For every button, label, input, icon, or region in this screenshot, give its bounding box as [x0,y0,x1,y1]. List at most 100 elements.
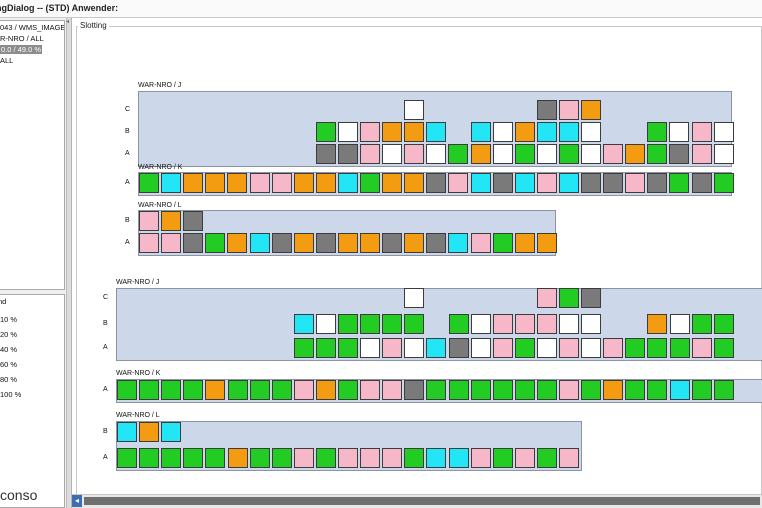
bin-cell[interactable] [382,448,403,468]
bin-cell[interactable] [205,173,226,193]
bin-cell[interactable] [448,314,469,334]
bin-cell[interactable] [536,233,557,253]
bin-cell[interactable] [492,173,513,193]
bin-cell[interactable] [625,144,646,164]
bin-cell[interactable] [669,380,690,400]
bin-cell[interactable] [139,233,159,253]
bin-cell[interactable] [470,380,491,400]
bin-cell[interactable] [559,448,579,468]
bin-cell[interactable] [360,122,380,142]
bin-cell[interactable] [713,314,734,334]
bin-cell[interactable] [448,448,469,468]
bin-cell[interactable] [691,122,712,142]
bin-cell[interactable] [337,122,358,142]
bin-cell[interactable] [404,314,425,334]
tree-item[interactable]: R-NRO / ALL [0,34,44,43]
horizontal-scrollbar[interactable]: ◂ [72,494,762,508]
bin-cell[interactable] [293,338,314,358]
bin-cell[interactable] [470,144,491,164]
bin-cell[interactable] [514,448,535,468]
bin-cell[interactable] [492,380,513,400]
bin-cell[interactable] [360,233,380,253]
bin-cell[interactable] [139,380,160,400]
bin-cell[interactable] [536,314,557,334]
bin-cell[interactable] [337,144,358,164]
bin-cell[interactable] [691,144,712,164]
bin-cell[interactable] [404,338,425,358]
bin-cell[interactable] [448,173,469,193]
bin-cell[interactable] [647,338,668,358]
bin-cell[interactable] [536,100,557,120]
bin-cell[interactable] [315,380,336,400]
bin-cell[interactable] [603,338,624,358]
bin-cell[interactable] [360,314,381,334]
bin-cell[interactable] [492,338,513,358]
bin-cell[interactable] [139,173,159,193]
bin-cell[interactable] [161,211,182,231]
bin-cell[interactable] [161,422,182,442]
bin-cell[interactable] [360,448,381,468]
bin-cell[interactable] [293,448,314,468]
bin-cell[interactable] [293,233,314,253]
bin-cell[interactable] [293,314,314,334]
bin-cell[interactable] [625,173,646,193]
bin-cell[interactable] [315,233,336,253]
bin-cell[interactable] [404,233,425,253]
bin-cell[interactable] [161,448,182,468]
bin-cell[interactable] [536,173,557,193]
bin-cell[interactable] [691,173,712,193]
bin-cell[interactable] [647,314,668,334]
bin-cell[interactable] [338,338,358,358]
bin-cell[interactable] [249,380,270,400]
bin-cell[interactable] [271,448,292,468]
bin-cell[interactable] [669,122,690,142]
bin-cell[interactable] [492,314,513,334]
bin-cell[interactable] [271,173,292,193]
bin-cell[interactable] [161,233,182,253]
scroll-left-icon[interactable]: ◂ [72,495,82,507]
bin-cell[interactable] [249,448,270,468]
bin-cell[interactable] [426,122,447,142]
bin-cell[interactable] [669,173,690,193]
bin-cell[interactable] [581,338,602,358]
bin-cell[interactable] [139,448,160,468]
bin-cell[interactable] [382,314,403,334]
bin-cell[interactable] [536,144,557,164]
bin-cell[interactable] [581,173,601,193]
bin-cell[interactable] [139,211,159,231]
bin-cell[interactable] [293,173,314,193]
bin-cell[interactable] [293,380,314,400]
bin-cell[interactable] [713,338,734,358]
bin-cell[interactable] [404,173,425,193]
bin-cell[interactable] [227,233,248,253]
bin-cell[interactable] [713,380,734,400]
bin-cell[interactable] [581,314,602,334]
bin-cell[interactable] [514,144,535,164]
bin-cell[interactable] [382,338,403,358]
bin-cell[interactable] [603,380,624,400]
panel-splitter[interactable] [66,18,71,508]
bin-cell[interactable] [382,380,403,400]
bin-cell[interactable] [581,100,601,120]
bin-cell[interactable] [492,122,513,142]
bin-cell[interactable] [205,448,226,468]
bin-cell[interactable] [603,173,624,193]
bin-cell[interactable] [492,233,513,253]
bin-cell[interactable] [470,173,491,193]
bin-cell[interactable] [183,380,204,400]
bin-cell[interactable] [448,233,469,253]
bin-cell[interactable] [404,144,425,164]
bin-cell[interactable] [558,173,579,193]
bin-cell[interactable] [470,338,491,358]
bin-cell[interactable] [360,380,381,400]
bin-cell[interactable] [514,233,535,253]
bin-cell[interactable] [139,422,160,442]
bin-cell[interactable] [448,338,469,358]
bin-cell[interactable] [713,122,734,142]
bin-cell[interactable] [536,122,557,142]
bin-cell[interactable] [426,448,447,468]
bin-cell[interactable] [558,122,579,142]
bin-cell[interactable] [426,338,447,358]
bin-cell[interactable] [183,233,204,253]
bin-cell[interactable] [514,314,535,334]
